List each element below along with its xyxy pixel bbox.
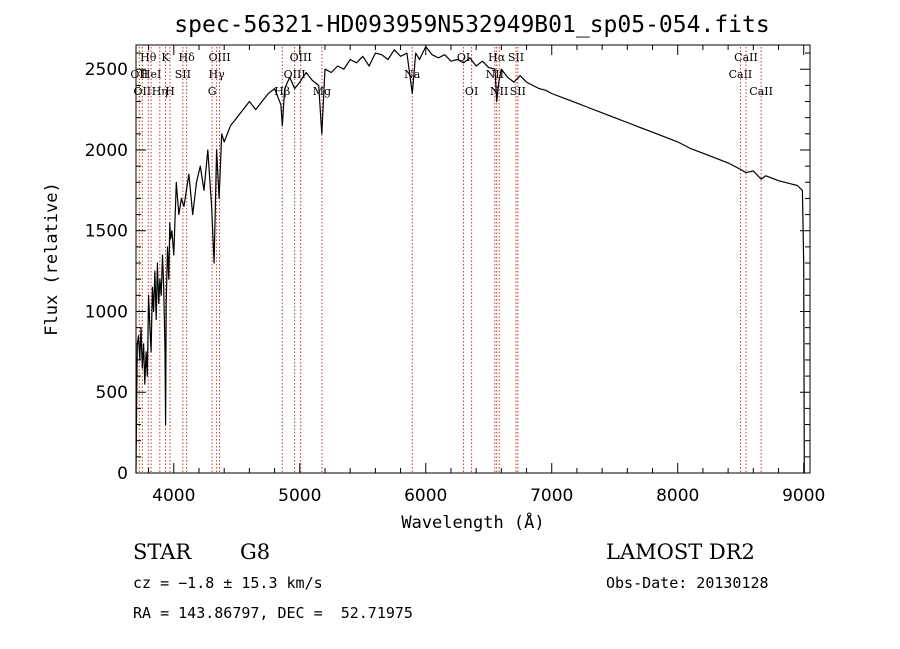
line-marker-label: Mg — [313, 85, 331, 98]
line-marker-label: Na — [404, 68, 421, 81]
line-marker-label: CaII — [729, 68, 753, 81]
line-marker-label: H — [165, 85, 175, 98]
plot-frame — [135, 44, 811, 474]
line-marker-label: Hγ — [209, 68, 226, 81]
line-marker-label: OIII — [290, 51, 312, 64]
line-marker-label: OII — [130, 68, 148, 81]
line-marker-label: Hα — [488, 51, 506, 64]
y-tick-label: 2000 — [85, 141, 128, 161]
line-marker-label: OIII — [208, 51, 230, 64]
line-marker-label: Hδ — [179, 51, 196, 64]
object-subclass: G8 — [240, 540, 271, 564]
x-tick-label: 9000 — [782, 486, 825, 506]
observation-date: Obs-Date: 20130128 — [606, 574, 769, 592]
x-tick-label: 8000 — [656, 486, 699, 506]
y-axis-label: Flux (relative) — [42, 182, 62, 336]
x-axis: 4000 5000 6000 7000 8000 9000 — [148, 45, 825, 506]
object-class: STAR — [133, 540, 192, 564]
x-tick-label: 6000 — [404, 486, 447, 506]
sky-coordinates: RA = 143.86797, DEC = 52.71975 — [133, 604, 413, 622]
line-marker-label: HeI — [141, 68, 161, 81]
x-tick-label: 4000 — [152, 486, 195, 506]
x-tick-label: 5000 — [278, 486, 321, 506]
y-tick-label: 1500 — [85, 222, 128, 242]
line-marker-label: SII — [175, 68, 191, 81]
line-marker-label: SII — [508, 51, 524, 64]
line-markers: OIIOIIHθHeIHηKHSIIHδGHγOIIIHβOIIIOIIIMgN… — [130, 47, 773, 473]
chart-title: spec-56321-HD093959N532949B01_sp05-054.f… — [174, 12, 769, 38]
line-marker-label: NII — [490, 85, 508, 98]
y-tick-label: 2500 — [85, 60, 128, 80]
line-marker-label: Hθ — [140, 51, 157, 64]
y-axis: 0 500 1000 1500 2000 2500 — [85, 52, 810, 484]
y-tick-label: 1000 — [85, 302, 128, 322]
y-tick-label: 500 — [96, 383, 128, 403]
line-marker-label: OI — [465, 85, 478, 98]
x-tick-label: 7000 — [530, 486, 573, 506]
line-marker-label: CaII — [749, 85, 773, 98]
line-marker-label: OI — [457, 51, 470, 64]
x-axis-label: Wavelength (Å) — [401, 511, 544, 533]
line-marker-label: SII — [510, 85, 526, 98]
survey-name: LAMOST DR2 — [606, 540, 755, 564]
line-marker-label: CaII — [734, 51, 758, 64]
line-marker-label: OII — [133, 85, 151, 98]
redshift-velocity: cz = −1.8 ± 15.3 km/s — [133, 574, 323, 592]
line-marker-label: Hη — [152, 85, 168, 98]
line-marker-label: Hβ — [274, 85, 290, 98]
spectrum-chart: spec-56321-HD093959N532949B01_sp05-054.f… — [42, 12, 825, 533]
y-tick-label: 0 — [117, 464, 128, 484]
spectrum-line — [135, 45, 805, 474]
spectrum-series — [135, 45, 805, 474]
line-marker-label: K — [161, 51, 170, 64]
line-marker-label: G — [208, 85, 217, 98]
